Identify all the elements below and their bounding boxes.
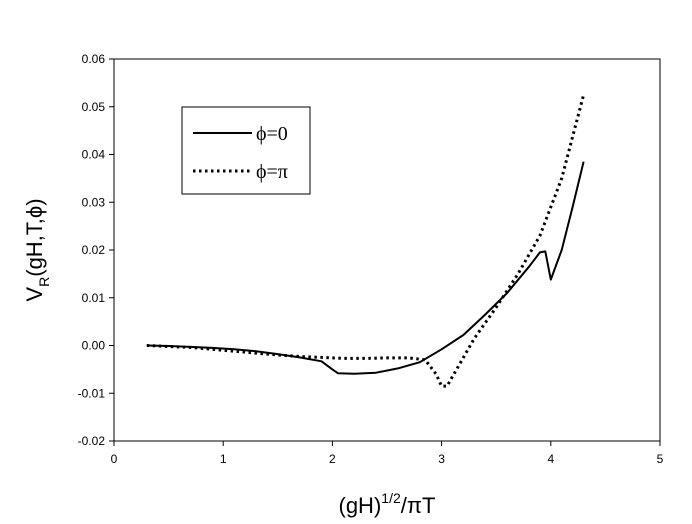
x-axis-title-sup: 1/2: [381, 490, 401, 506]
legend: ϕ=0 ϕ=π: [181, 106, 311, 195]
y-tick-label: -0.02: [78, 434, 106, 448]
y-tick-label: 0.06: [82, 52, 106, 66]
y-tick-label: 0.04: [82, 148, 106, 162]
x-tick-label: 3: [438, 452, 445, 466]
series-line-phi-0: [146, 161, 585, 375]
legend-label-phi-0: ϕ=0: [256, 123, 288, 145]
x-tick-label: 2: [329, 452, 336, 466]
y-tick-label: -0.01: [78, 386, 106, 400]
x-axis-title-base: (gH): [339, 493, 382, 518]
y-tick-label: 0.02: [82, 243, 106, 257]
y-tick-label: 0.03: [82, 195, 106, 209]
y-tick-label: 0.01: [82, 291, 106, 305]
y-axis-title-base: V: [22, 287, 47, 302]
x-tick-label: 1: [220, 452, 227, 466]
legend-box: [181, 106, 311, 195]
x-axis-title-tail: /πT: [401, 493, 436, 518]
series-lines: [146, 94, 586, 388]
series-line-phi-pi: [146, 94, 586, 388]
y-tick-label: 0.00: [82, 339, 106, 353]
x-tick-label: 4: [547, 452, 554, 466]
y-tick-label: 0.05: [82, 100, 106, 114]
x-tick-label: 0: [111, 452, 118, 466]
y-axis-title-sub: R: [36, 277, 52, 287]
y-axis-title-tail: (gH,T,ϕ): [22, 198, 47, 276]
legend-label-phi-pi: ϕ=π: [256, 161, 288, 183]
axis-ticks: 0 1 2 3 4 5 -0.02 -0.01 0.00 0.01 0.02 0.03 0.04 0.05…: [78, 52, 664, 466]
x-axis-title: (gH)1/2/πT: [339, 490, 436, 518]
x-tick-label: 5: [657, 452, 664, 466]
y-axis-title: VR(gH,T,ϕ): [22, 198, 52, 301]
